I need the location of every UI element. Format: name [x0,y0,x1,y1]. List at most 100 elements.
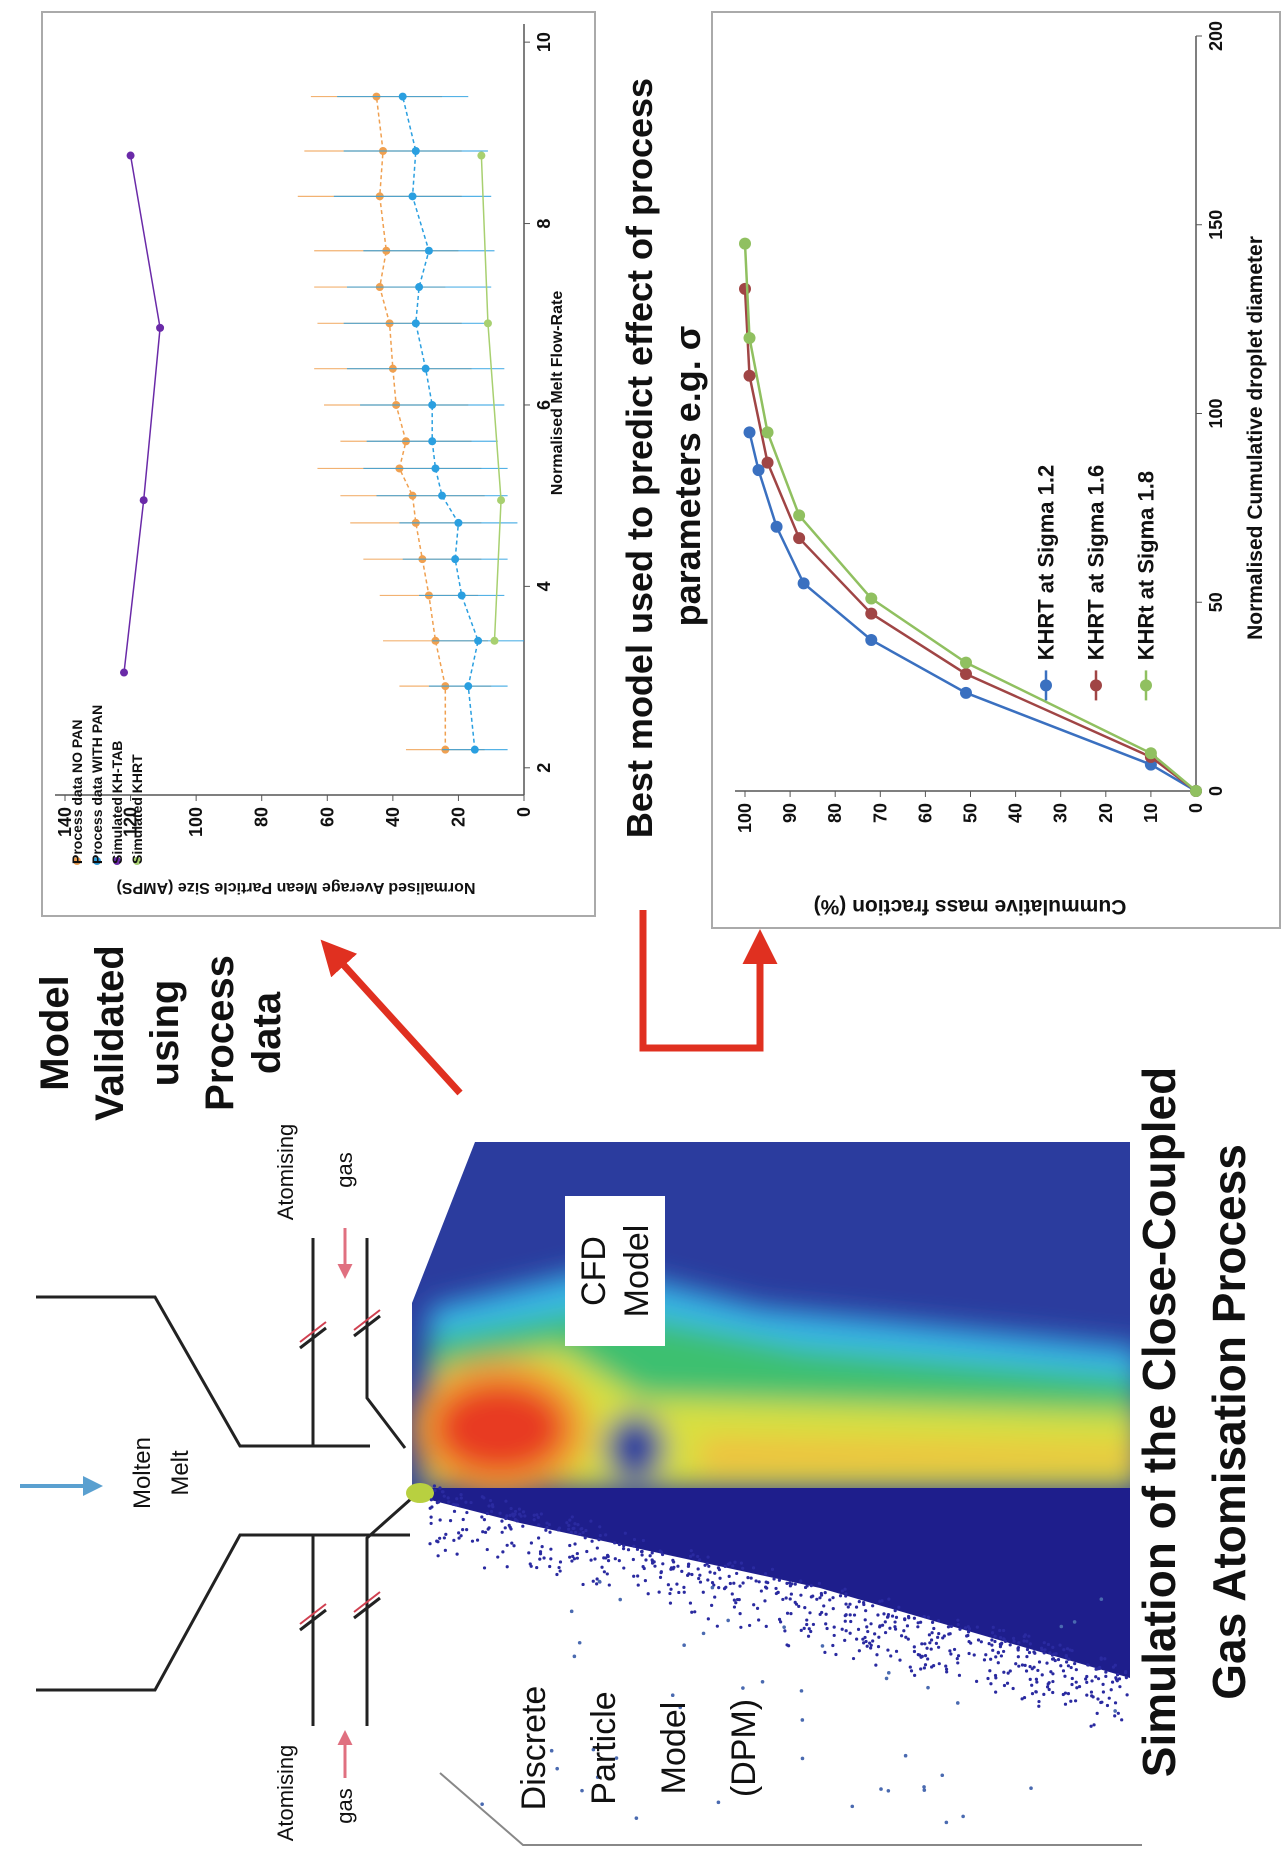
legend-label: KHRT at Sigma 1.6 [1084,465,1109,661]
particle [1075,1686,1079,1690]
particle [864,1609,868,1613]
y-tick-label: 40 [1006,803,1026,823]
particle [918,1653,922,1657]
particle [1107,1696,1111,1700]
particle [869,1622,873,1626]
y-axis-label: Cummulative mass fraction (%) [814,895,1127,918]
data-point [1190,785,1202,797]
particle [672,1565,676,1569]
cfd-label-box [565,1196,665,1346]
particle [447,1500,451,1504]
particle [825,1626,829,1631]
particle [666,1583,670,1587]
particle [746,1576,750,1580]
particle [1113,1709,1117,1713]
particle [862,1600,866,1605]
particle [678,1705,683,1710]
y-tick-label: 60 [915,803,935,823]
particle [929,1638,934,1642]
particle [866,1629,870,1634]
particle [669,1566,674,1570]
particle [706,1578,710,1582]
particle [597,1579,602,1584]
particle [1073,1699,1078,1703]
particle [893,1620,897,1624]
particle [470,1539,475,1543]
particle [461,1517,465,1522]
particle [754,1579,758,1583]
particle [598,1533,602,1538]
particle [1049,1670,1053,1674]
particle [1094,1667,1098,1671]
particle [1110,1680,1115,1684]
particle [991,1648,995,1652]
particle [1115,1679,1119,1683]
particle [848,1613,852,1617]
gas-plate [365,1496,413,1726]
y-axis-label: Normalised Average Mean Particle Size (A… [117,879,476,896]
particle [926,1657,930,1661]
particle [1035,1680,1039,1684]
dpm-label: (DPM) [725,1699,763,1797]
particle [868,1641,872,1645]
x-tick-label: 4 [534,581,554,591]
y-tick-label: 20 [448,807,468,827]
particle [1022,1639,1026,1643]
validation-note: Model [33,975,77,1091]
particle [893,1625,897,1629]
particle [776,1590,780,1595]
particle [568,1543,572,1548]
particle [844,1629,848,1633]
particle [650,1551,654,1555]
particle [1030,1683,1034,1687]
particle [759,1589,763,1593]
particle [984,1653,988,1657]
particle [1028,1665,1032,1669]
particle [1059,1624,1064,1629]
particle [572,1654,577,1659]
particle [549,1557,553,1561]
x-tick-label: 200 [1206,21,1226,51]
particle [843,1614,847,1618]
particle [644,1558,648,1562]
gas-plate [365,1238,407,1449]
particle [1017,1641,1021,1645]
y-tick-label: 100 [186,807,206,837]
particle [789,1612,793,1616]
particle [438,1518,442,1522]
particle [865,1625,869,1629]
particle [972,1653,976,1657]
particle [1086,1663,1090,1667]
particle [510,1541,514,1545]
particle [994,1676,998,1680]
legend-marker [1090,679,1102,692]
particle [1030,1691,1035,1696]
particle [646,1592,650,1596]
prediction-note: parameters e.g. σ [667,326,708,627]
particle [1077,1684,1082,1689]
particle [817,1581,821,1585]
particle [509,1527,513,1531]
particle [920,1642,924,1646]
particle [757,1618,761,1622]
particle [643,1579,648,1583]
particle [777,1578,781,1582]
particle [1011,1636,1016,1641]
particle [653,1564,657,1568]
particle [898,1658,902,1662]
particle [1098,1665,1102,1669]
particle [937,1662,941,1666]
particle [1034,1677,1039,1681]
particle [723,1564,727,1568]
particle [1056,1657,1061,1662]
particle [1070,1682,1074,1687]
particle [948,1649,952,1653]
particle [778,1620,783,1624]
particle [831,1607,835,1611]
particle [1062,1648,1066,1652]
particle [570,1515,574,1519]
particle [990,1643,994,1647]
particle [875,1653,879,1657]
particle [600,1565,604,1569]
particle [549,1547,553,1551]
